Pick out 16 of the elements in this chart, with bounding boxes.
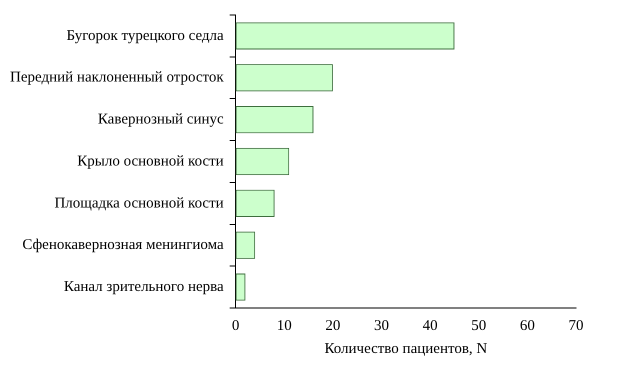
y-tick-label: Кавернозный синус xyxy=(98,112,224,128)
x-tick-label: 0 xyxy=(232,318,240,334)
x-tick-label: 40 xyxy=(422,318,438,334)
y-tick-label: Крыло основной кости xyxy=(77,153,224,170)
x-tick-label: 30 xyxy=(374,318,390,334)
x-tick-label: 20 xyxy=(325,318,340,334)
x-tick-label: 50 xyxy=(471,318,486,334)
x-axis-title: Количество пациентов, N xyxy=(324,340,488,357)
y-tick-label: Передний наклоненный отросток xyxy=(10,70,224,86)
x-tick-label: 70 xyxy=(568,318,584,334)
y-tick-label: Бугорок турецкого седла xyxy=(66,28,224,44)
y-tick-label: Канал зрительного нерва xyxy=(64,279,224,296)
y-tick-label: Площадка основной кости xyxy=(54,195,224,212)
x-tick-label: 10 xyxy=(276,318,292,334)
x-tick-label: 60 xyxy=(520,318,535,334)
y-tick-label: Сфенокавернозная менингиома xyxy=(22,237,224,254)
